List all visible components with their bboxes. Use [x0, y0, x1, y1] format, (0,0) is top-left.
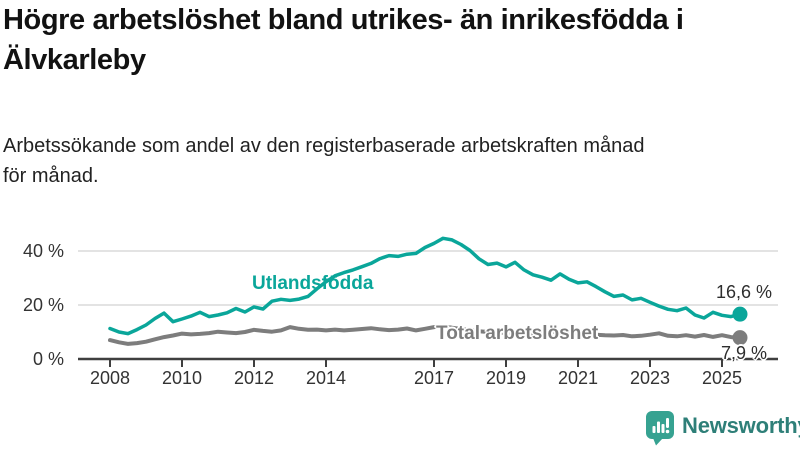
y-tick-label: 40 %	[23, 241, 64, 261]
end-value-label-utlandsfodda: 16,6 %	[716, 282, 773, 302]
series-line-total-arbetsl-shet	[108, 324, 742, 346]
newsworthy-chart-bubble-icon	[646, 411, 674, 446]
y-tick-label: 20 %	[23, 295, 64, 315]
x-tick-label: 2021	[558, 368, 598, 388]
page-subtitle: Arbetssökande som andel av den registerb…	[3, 135, 645, 187]
series-label-utlandsfodda: Utlandsfödda	[252, 273, 374, 294]
newsworthy-logo-text: Newsworthy	[682, 413, 800, 438]
x-tick-label: 2019	[486, 368, 526, 388]
unemployment-line-chart: 0 % 20 % 40 % 2008 2010 2012 2014 2017 2019 2021 2…	[0, 215, 800, 405]
x-tick-label: 2017	[414, 368, 454, 388]
x-tick-label: 2014	[306, 368, 346, 388]
page-title: Högre arbetslöshet bland utrikes- än inr…	[3, 4, 684, 76]
x-tick-label: 2012	[234, 368, 274, 388]
x-tick-label: 2010	[162, 368, 202, 388]
y-tick-label: 0 %	[33, 349, 64, 369]
chart-canvas: 0 % 20 % 40 % 2008 2010 2012 2014 2017 2019 2021 2…	[23, 236, 778, 388]
x-tick-label: 2025	[702, 368, 742, 388]
x-tick-label: 2023	[630, 368, 670, 388]
series-endpoint-dot	[732, 330, 748, 346]
series-label-total-arbetsloshet: Total arbetslöshet	[436, 323, 599, 344]
series-endpoint-dot	[732, 306, 748, 322]
newsworthy-logo: Newsworthy	[646, 411, 800, 446]
x-tick-label: 2008	[90, 368, 130, 388]
series-line-utlandsf-dda	[108, 236, 742, 336]
end-value-label-total: 7,9 %	[721, 343, 768, 363]
